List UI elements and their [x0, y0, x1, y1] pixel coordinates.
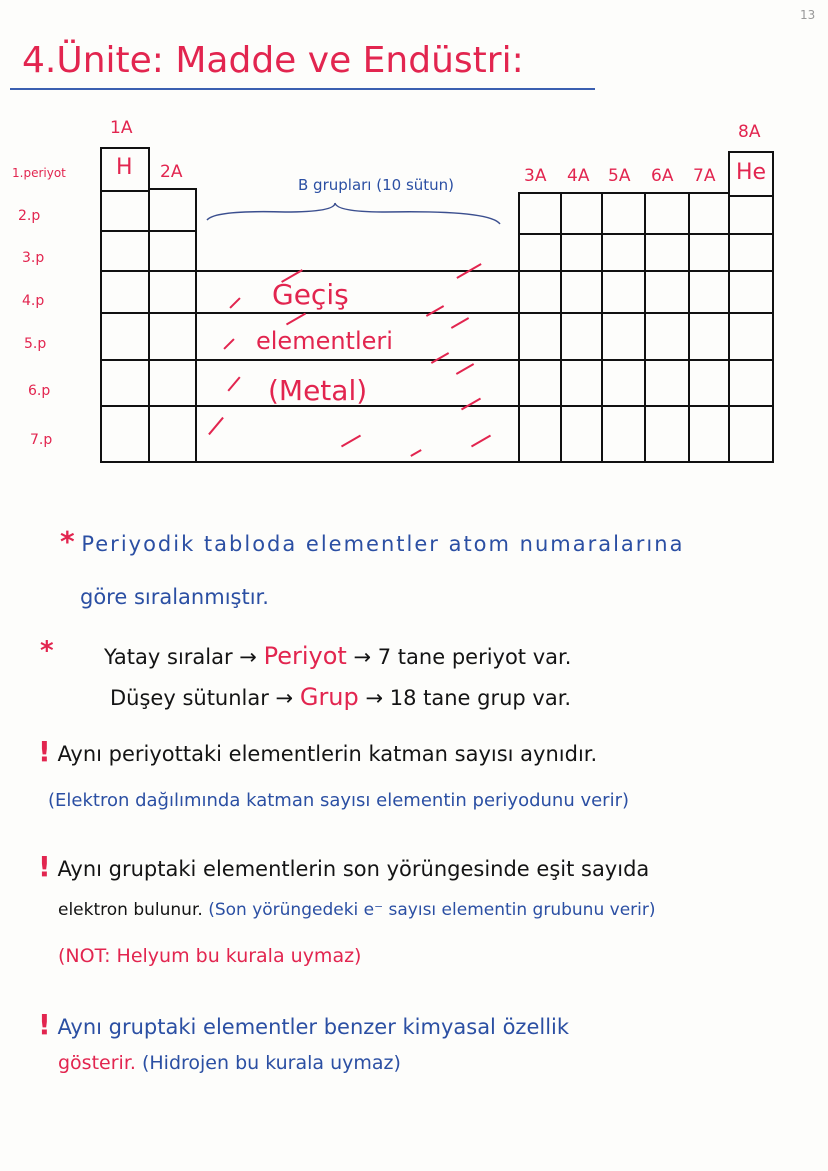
- transition-label-1: Geçiş: [272, 278, 349, 311]
- period-label-1: 1.periyot: [12, 166, 66, 180]
- group-label-2a: 2A: [160, 162, 183, 182]
- note-2-horizontal-text: Yatay sıralar →: [104, 645, 257, 669]
- exclamation-icon: !: [38, 850, 51, 883]
- note-1: * Periyodik tabloda elementler atom numa…: [60, 525, 684, 558]
- helium-symbol: He: [736, 160, 767, 185]
- period-label-6: 6.p: [28, 383, 51, 399]
- title-underline: [10, 88, 595, 90]
- note-5-line-1: Aynı gruptaki elementler benzer kimyasal…: [57, 1015, 570, 1039]
- asterisk-icon: *: [60, 525, 75, 558]
- helium-cell: He: [728, 151, 774, 197]
- period-label-3: 3.p: [22, 250, 45, 266]
- group-label-7a: 7A: [693, 166, 716, 186]
- b-groups-label: B grupları (10 sütun): [298, 176, 455, 194]
- note-1-line-1: Periyodik tabloda elementler atom numara…: [81, 532, 685, 556]
- note-2-row-vertical: Düşey sütunlar → Grup → 18 tane grup var…: [110, 683, 571, 711]
- note-4-line-2-main: elektron bulunur.: [58, 900, 203, 920]
- group-label-3a: 3A: [524, 166, 547, 186]
- note-4-line-2-aside: (Son yörüngedeki e⁻ sayısı elementin gru…: [208, 900, 656, 920]
- note-1-line-2: göre sıralanmıştır.: [80, 585, 269, 609]
- note-2-group-key: Grup: [299, 683, 359, 711]
- note-2-period-count: → 7 tane periyot var.: [353, 645, 572, 669]
- transition-label-3: (Metal): [268, 374, 368, 407]
- note-2-period-key: Periyot: [263, 642, 347, 670]
- hydrogen-symbol: H: [116, 155, 133, 180]
- period-label-4: 4.p: [22, 293, 45, 309]
- page-title: 4.Ünite: Madde ve Endüstri:: [22, 40, 524, 81]
- period-label-2: 2.p: [18, 208, 41, 224]
- note-3: ! Aynı periyottaki elementlerin katman s…: [38, 735, 597, 768]
- page-number: 13: [800, 8, 816, 22]
- asterisk-icon: *: [40, 636, 54, 666]
- note-5: ! Aynı gruptaki elementler benzer kimyas…: [38, 1008, 569, 1041]
- note-5-line-2-main: gösterir.: [58, 1052, 136, 1074]
- period-label-5: 5.p: [24, 336, 47, 352]
- note-2-vertical-text: Düşey sütunlar →: [110, 686, 294, 710]
- group-label-4a: 4A: [567, 166, 590, 186]
- hydrogen-cell: H: [100, 147, 150, 192]
- group-label-5a: 5A: [608, 166, 631, 186]
- note-5-line-2: gösterir. (Hidrojen bu kurala uymaz): [58, 1052, 401, 1074]
- group-label-8a: 8A: [738, 122, 761, 142]
- note-4-line-2: elektron bulunur. (Son yörüngedeki e⁻ sa…: [58, 900, 655, 920]
- group-label-1a: 1A: [110, 118, 133, 138]
- period-label-7: 7.p: [30, 432, 53, 448]
- note-3-line-2: (Elektron dağılımında katman sayısı elem…: [48, 790, 630, 811]
- note-4: ! Aynı gruptaki elementlerin son yörünge…: [38, 850, 649, 883]
- note-3-line-1: Aynı periyottaki elementlerin katman say…: [57, 742, 598, 766]
- note-4-line-1: Aynı gruptaki elementlerin son yörüngesi…: [57, 857, 650, 881]
- exclamation-icon: !: [38, 1008, 51, 1041]
- group-label-6a: 6A: [651, 166, 674, 186]
- brace-icon: [206, 202, 501, 225]
- note-4-line-3: (NOT: Helyum bu kurala uymaz): [58, 945, 362, 967]
- note-2-row-horizontal: Yatay sıralar → Periyot → 7 tane periyot…: [104, 642, 571, 670]
- note-5-line-2-aside: (Hidrojen bu kurala uymaz): [141, 1052, 401, 1074]
- transition-label-2: elementleri: [256, 327, 393, 355]
- note-2-group-count: → 18 tane grup var.: [365, 686, 572, 710]
- exclamation-icon: !: [38, 735, 51, 768]
